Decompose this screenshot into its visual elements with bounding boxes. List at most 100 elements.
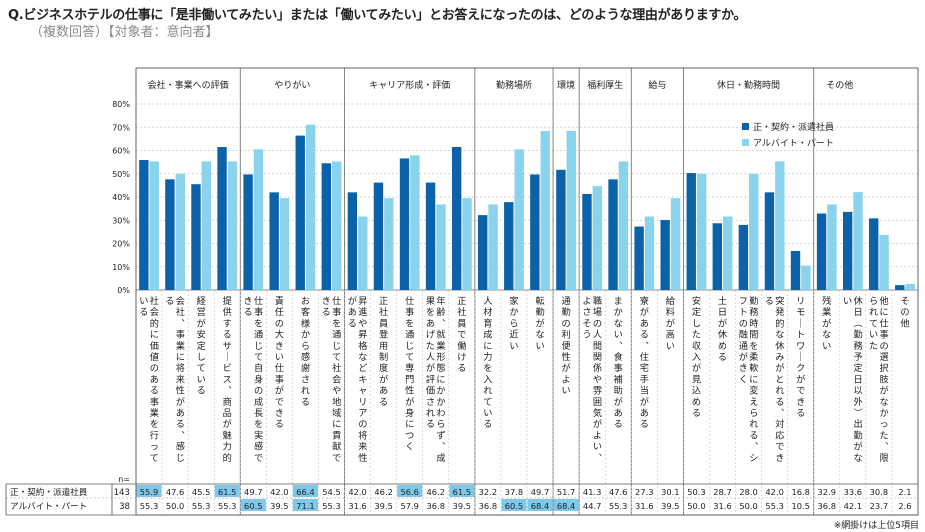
value-cell: 42.1 bbox=[844, 501, 862, 511]
bar bbox=[253, 149, 264, 290]
bar bbox=[436, 204, 446, 290]
bar bbox=[191, 184, 201, 290]
legend-label: 正・契約・派遣社員 bbox=[753, 121, 834, 133]
legend-swatch bbox=[742, 123, 749, 130]
category-label: リモ｜トワ｜クができる bbox=[796, 296, 805, 419]
value-cell: 55.3 bbox=[192, 501, 210, 511]
value-cell: 41.3 bbox=[583, 487, 601, 497]
value-cell: 50.0 bbox=[687, 501, 705, 511]
bar bbox=[451, 147, 462, 290]
value-cell: 30.1 bbox=[661, 487, 679, 497]
value-cell: 49.7 bbox=[244, 487, 262, 497]
category-label: 職場の人間関係や雰囲気がよい︑よさそう bbox=[582, 296, 602, 464]
bar bbox=[696, 173, 707, 290]
value-cell: 44.7 bbox=[583, 501, 601, 511]
value-cell: 46.2 bbox=[427, 487, 445, 497]
category-label: 他に仕事の選択肢がなかった︑限られていた bbox=[869, 295, 889, 464]
value-cell: 55.3 bbox=[140, 501, 158, 511]
bar bbox=[425, 182, 436, 290]
bar bbox=[905, 283, 915, 290]
bar bbox=[827, 204, 837, 290]
group-label: 環境 bbox=[557, 79, 575, 91]
value-cell: 32.9 bbox=[818, 487, 836, 497]
bar bbox=[556, 169, 566, 290]
bar bbox=[712, 223, 722, 290]
bar bbox=[321, 163, 331, 290]
category-label: まかない︑食事補助がある bbox=[614, 296, 623, 430]
category-label: 正社員登用制度がある bbox=[379, 296, 388, 408]
category-label: 通勤の利便性がよい bbox=[562, 296, 571, 397]
value-cell: 55.3 bbox=[322, 501, 340, 511]
value-cell: 61.5 bbox=[453, 487, 471, 497]
bar bbox=[582, 193, 592, 290]
highlight-cell bbox=[449, 485, 475, 497]
bar bbox=[801, 265, 811, 290]
group-label: 福利厚生 bbox=[587, 79, 623, 91]
highlight-cell bbox=[527, 499, 553, 511]
value-cell: 10.5 bbox=[791, 501, 809, 511]
value-cell: 31.6 bbox=[713, 501, 731, 511]
highlight-cell bbox=[397, 485, 423, 497]
value-cell: 27.3 bbox=[635, 487, 653, 497]
bar bbox=[749, 173, 759, 290]
category-label: 休日︵勤務予定日以外︶出勤がない bbox=[843, 295, 864, 464]
y-tick-label: 80% bbox=[112, 100, 130, 109]
bar bbox=[295, 135, 305, 290]
value-cell: 16.8 bbox=[791, 487, 809, 497]
value-cell: 51.7 bbox=[557, 487, 575, 497]
bar bbox=[895, 285, 905, 290]
highlight-cell bbox=[214, 485, 240, 497]
footnote: ※網掛けは上位5項目 bbox=[833, 521, 919, 531]
bar bbox=[790, 250, 801, 290]
value-cell: 47.6 bbox=[166, 487, 184, 497]
category-label: 寮がある︑住宅手当がある bbox=[640, 295, 649, 430]
bar bbox=[279, 198, 290, 290]
row-n: 38 bbox=[119, 502, 130, 512]
value-cell: 37.8 bbox=[505, 487, 523, 497]
chart-subtitle: （複数回答）【対象者：意向者】 bbox=[30, 25, 219, 40]
bar bbox=[853, 192, 863, 290]
category-label: 仕事を通じて自身の成長を実感できる bbox=[243, 295, 263, 464]
y-tick-label: 10% bbox=[112, 263, 130, 272]
value-cell: 30.8 bbox=[870, 487, 888, 497]
bar bbox=[670, 198, 681, 290]
bar bbox=[332, 161, 342, 290]
chart-title: Q.ビジネスホテルの仕事に「是非働いてみたい」または「働いてみたい」とお答えにな… bbox=[8, 8, 747, 23]
category-label: 仕事を通じて専門性が身につく bbox=[405, 295, 414, 453]
bar bbox=[592, 186, 603, 290]
value-cell: 56.6 bbox=[400, 487, 418, 497]
value-cell: 66.4 bbox=[296, 487, 314, 497]
value-cell: 46.2 bbox=[374, 487, 392, 497]
n-label: n= bbox=[118, 475, 130, 484]
value-cell: 36.8 bbox=[427, 501, 445, 511]
y-tick-label: 70% bbox=[112, 123, 130, 132]
bar bbox=[566, 130, 576, 290]
category-label: 責任の大きい仕事ができる bbox=[275, 295, 284, 430]
value-cell: 42.0 bbox=[765, 487, 783, 497]
category-label: 突発的な休みがとれる︑対応できる bbox=[765, 295, 785, 464]
bar bbox=[243, 174, 253, 290]
bar bbox=[384, 198, 394, 290]
category-label: 年齢︑就業形態にかかわらず︑成果をあげた人が評価される bbox=[426, 295, 446, 464]
legend-label: アルバイト・パート bbox=[753, 138, 834, 149]
value-cell: 31.6 bbox=[348, 501, 366, 511]
value-cell: 55.3 bbox=[765, 501, 783, 511]
row-n: 143 bbox=[114, 488, 130, 498]
value-cell: 23.7 bbox=[870, 501, 888, 511]
value-cell: 60.5 bbox=[244, 501, 262, 511]
value-cell: 42.0 bbox=[348, 487, 366, 497]
bar bbox=[644, 216, 655, 290]
category-label: 勤務時間を柔軟に変えられる︑シフトの融通がきく bbox=[739, 295, 760, 464]
group-label: その他 bbox=[826, 79, 853, 91]
bar bbox=[660, 220, 670, 290]
bar bbox=[399, 158, 410, 290]
value-cell: 39.5 bbox=[453, 501, 471, 511]
bar bbox=[269, 192, 279, 290]
bar bbox=[488, 204, 498, 290]
highlight-cell bbox=[292, 485, 318, 497]
bar bbox=[879, 234, 889, 290]
group-label: 休日・勤務時間 bbox=[717, 79, 780, 91]
category-label: 経営が安定している bbox=[197, 295, 206, 397]
bar bbox=[504, 202, 514, 290]
bar bbox=[816, 213, 827, 290]
